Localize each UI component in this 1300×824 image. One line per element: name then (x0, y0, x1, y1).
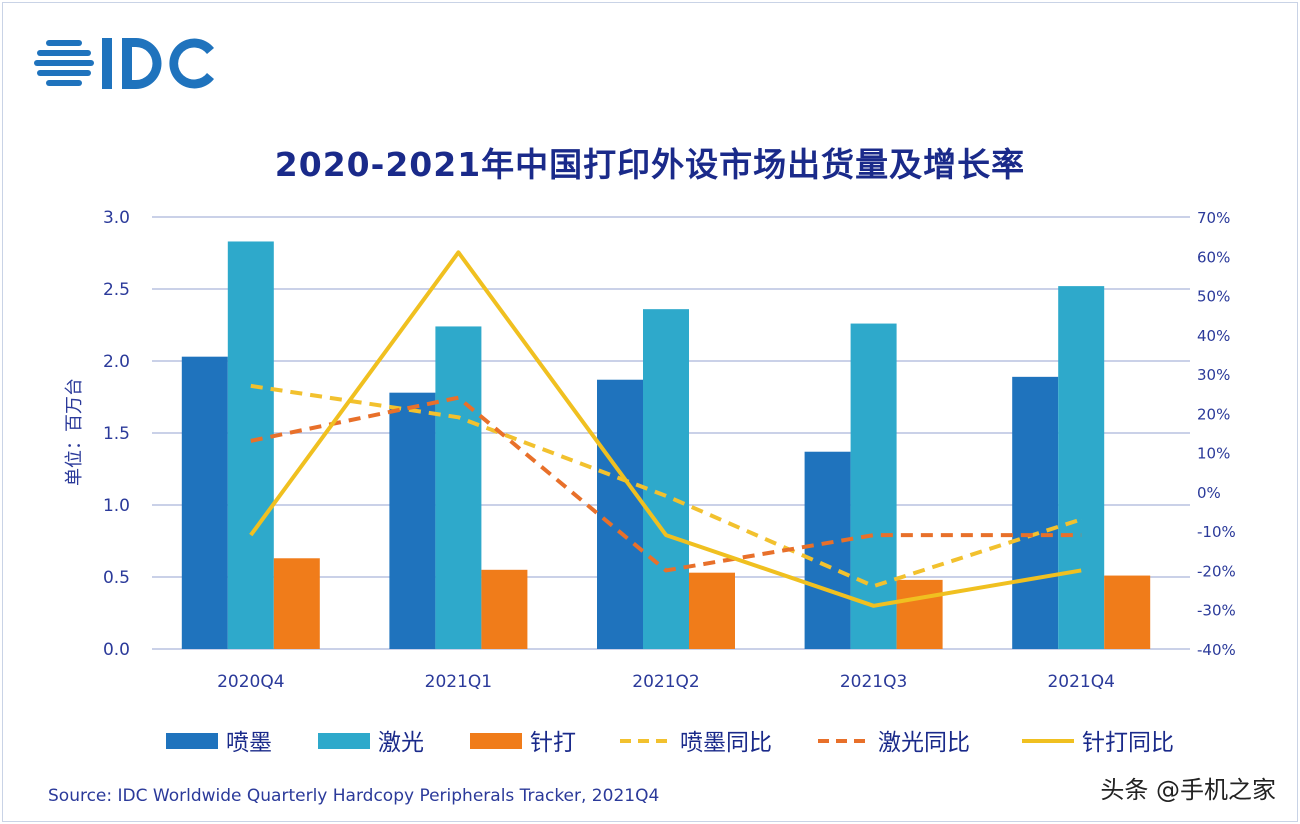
source-note: Source: IDC Worldwide Quarterly Hardcopy… (48, 786, 660, 806)
y2-tick-label: 50% (1197, 288, 1230, 306)
bar-laser (643, 309, 689, 649)
legend-swatch (470, 733, 522, 749)
y2-tick-label: 0% (1197, 484, 1221, 502)
legend-label: 激光同比 (878, 730, 970, 756)
legend-label: 喷墨 (226, 730, 272, 756)
y-axis-label: 单位：百万台 (64, 378, 85, 486)
legend-label: 针打 (530, 730, 576, 756)
bar-laser (435, 326, 482, 649)
bar-laser (227, 241, 274, 650)
bar-inkjet (389, 392, 436, 649)
y-tick-label: 1.0 (103, 496, 130, 516)
y2-tick-label: -20% (1197, 562, 1236, 580)
legend-label: 激光 (378, 730, 424, 756)
y2-tick-label: -40% (1197, 641, 1236, 659)
bar-laser (850, 323, 897, 649)
y-tick-label: 0.0 (103, 640, 130, 660)
y2-tick-label: 30% (1197, 366, 1230, 384)
legend-label: 针打同比 (1082, 730, 1174, 756)
y2-tick-label: 70% (1197, 209, 1230, 227)
bar-inkjet (1012, 376, 1059, 649)
x-tick-label: 2020Q4 (217, 672, 284, 692)
bar-inkjet (181, 356, 228, 649)
legend-swatch (166, 733, 218, 749)
y2-tick-label: 40% (1197, 327, 1230, 345)
y2-tick-label: -30% (1197, 602, 1236, 620)
legend-swatch (318, 733, 370, 749)
legend-label: 喷墨同比 (680, 730, 772, 756)
x-tick-label: 2021Q1 (425, 672, 492, 692)
chart-title: 2020-2021年中国打印外设市场出货量及增长率 (274, 145, 1026, 184)
x-tick-label: 2021Q4 (1047, 672, 1114, 692)
y2-tick-label: -10% (1197, 523, 1236, 541)
y-tick-label: 0.5 (103, 568, 130, 588)
bar-inkjet (804, 451, 851, 649)
y-tick-label: 1.5 (103, 424, 130, 444)
y2-tick-label: 10% (1197, 445, 1230, 463)
y2-tick-label: 60% (1197, 248, 1230, 266)
bar-inkjet (597, 379, 643, 649)
bar-laser (1058, 286, 1105, 649)
y-tick-label: 2.5 (103, 280, 130, 300)
bar-dot (273, 558, 320, 649)
watermark: 头条 @手机之家 (1100, 776, 1276, 804)
chart: 0.0 0.5 1.0 1.5 2.0 2.5 3.0 -40% -30% -20% -10% 0% 1… (64, 208, 1236, 756)
bar-dot (481, 569, 528, 649)
bar-dot (896, 579, 943, 649)
y2-tick-label: 20% (1197, 405, 1230, 423)
y-tick-label: 2.0 (103, 352, 130, 372)
idc-logo (34, 38, 214, 89)
x-tick-label: 2021Q3 (840, 672, 907, 692)
bar-dot (1104, 575, 1151, 649)
y-tick-label: 3.0 (103, 208, 130, 228)
bar-dot (689, 572, 735, 649)
x-tick-label: 2021Q2 (632, 672, 699, 692)
